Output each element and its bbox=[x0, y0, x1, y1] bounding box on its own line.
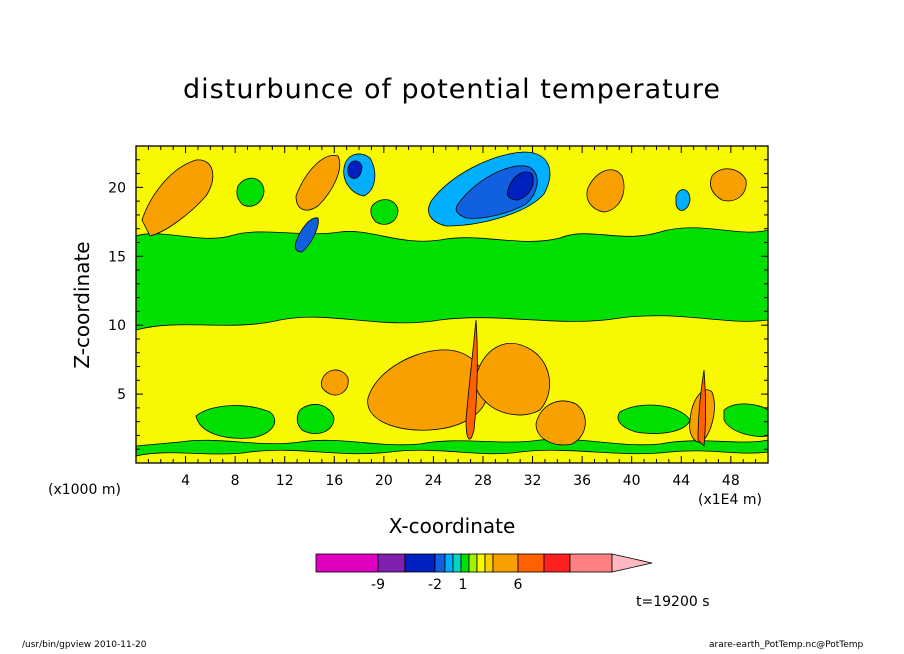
y-tick-label: 15 bbox=[108, 249, 126, 265]
contour-darkblue-center bbox=[507, 171, 534, 201]
contour-green-lower-4 bbox=[723, 403, 768, 437]
x-tick-label: 4 bbox=[181, 473, 190, 489]
colorbar-segment bbox=[460, 553, 470, 573]
x-tick-label: 36 bbox=[573, 473, 591, 489]
colorbar-segment bbox=[444, 553, 454, 573]
contour-field bbox=[136, 146, 768, 463]
x-tick-label: 24 bbox=[424, 473, 442, 489]
colorbar-segment bbox=[476, 553, 486, 573]
colorbar: -9 -2 1 6 bbox=[315, 553, 653, 593]
colorbar-label: 6 bbox=[514, 577, 523, 593]
colorbar-label: 1 bbox=[459, 577, 468, 593]
y-tick-label: 10 bbox=[108, 318, 126, 334]
footer-program-date: /usr/bin/gpview 2010-11-20 bbox=[22, 640, 147, 650]
colorbar-segment bbox=[452, 553, 462, 573]
contour-red-streak-2 bbox=[697, 369, 706, 447]
contour-orange-upper-far-right bbox=[710, 168, 747, 202]
contour-green-upper-island bbox=[370, 199, 399, 225]
contour-blue-streak bbox=[294, 217, 319, 253]
x-tick-label: 32 bbox=[524, 473, 542, 489]
x-axis: 4 8 12 16 20 24 28 32 36 40 44 48 bbox=[147, 146, 757, 489]
contour-region-lower-yellow bbox=[136, 449, 768, 463]
chart-title: disturbunce of potential temperature bbox=[183, 74, 721, 105]
contour-cyan-small bbox=[675, 189, 691, 211]
colorbar-label: -9 bbox=[371, 577, 385, 593]
x-tick-label: 28 bbox=[474, 473, 492, 489]
colorbar-segment bbox=[484, 553, 494, 573]
x-tick-label: 44 bbox=[672, 473, 690, 489]
contour-orange-upper-2 bbox=[295, 155, 341, 211]
contour-green-upper-island-2 bbox=[236, 177, 265, 207]
x-axis-label: X-coordinate bbox=[388, 514, 516, 538]
colorbar-segment bbox=[543, 553, 571, 573]
time-label: t=19200 s bbox=[636, 594, 710, 610]
colorbar-segment bbox=[569, 553, 613, 573]
footer-source-file: arare-earth_PotTemp.nc@PotTemp bbox=[709, 640, 864, 650]
contour-orange-middle-3 bbox=[535, 400, 586, 446]
plot-frame bbox=[135, 145, 769, 464]
contour-blue-left bbox=[347, 160, 363, 179]
contour-orange-middle-4 bbox=[320, 369, 349, 396]
x-tick-label: 12 bbox=[276, 473, 294, 489]
y-axis-unit-label: (x1000 m) bbox=[48, 482, 121, 498]
contour-red-streak-1 bbox=[465, 319, 478, 440]
colorbar-segment bbox=[434, 553, 446, 573]
contour-orange-upper-left bbox=[141, 159, 214, 237]
y-axis: 5 10 15 20 bbox=[108, 159, 768, 450]
x-tick-label: 48 bbox=[722, 473, 740, 489]
contour-green-lower-3 bbox=[617, 404, 691, 434]
x-tick-label: 40 bbox=[623, 473, 641, 489]
y-tick-label: 5 bbox=[117, 387, 126, 403]
colorbar-segment bbox=[492, 553, 519, 573]
colorbar-label: -2 bbox=[428, 577, 442, 593]
x-axis-unit-label: (x1E4 m) bbox=[698, 492, 762, 508]
colorbar-arrow bbox=[611, 553, 653, 573]
x-tick-label: 20 bbox=[375, 473, 393, 489]
y-tick-label: 20 bbox=[108, 180, 126, 196]
colorbar-segment bbox=[315, 553, 379, 573]
x-tick-label: 16 bbox=[325, 473, 343, 489]
x-tick-label: 8 bbox=[231, 473, 240, 489]
contour-green-lower-2 bbox=[296, 404, 335, 434]
colorbar-segment bbox=[377, 553, 406, 573]
contour-green-lower-1 bbox=[195, 405, 276, 439]
contour-orange-middle-2 bbox=[474, 343, 550, 416]
colorbar-segment bbox=[517, 553, 545, 573]
colorbar-segment bbox=[468, 553, 478, 573]
colorbar-segment bbox=[404, 553, 436, 573]
contour-orange-upper-right bbox=[586, 169, 625, 213]
